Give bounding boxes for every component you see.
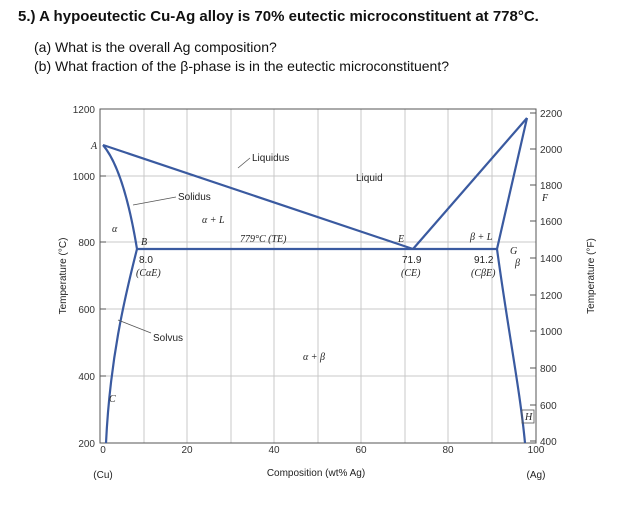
solidus-pointer [132,196,177,206]
solidus-label: Solidus [178,192,211,203]
right-tick-600: 600 [540,401,557,412]
solidus-alpha-line [102,144,139,250]
alpha-plus-beta-label: α + β [303,352,325,363]
bottom-tick-0: 0 [100,445,106,456]
c-beta-value: 91.2 [474,255,494,266]
right-tick-400: 400 [540,437,557,448]
bottom-tick-100: 100 [528,445,545,456]
liquidus-pointer [237,157,251,169]
left-tick-600: 600 [78,305,95,316]
left-tick-1000: 1000 [73,172,96,183]
left-axis [100,108,106,377]
solvus-alpha-line [104,248,139,444]
left-tick-800: 800 [78,238,95,249]
left-tick-1200: 1200 [73,105,96,116]
right-tick-2200: 2200 [540,109,563,120]
point-a-label: A [90,141,98,152]
liquidus-line-right [412,117,528,250]
point-e-label: E [397,234,404,245]
bottom-tick-60: 60 [355,445,367,456]
question-part-b: (b) What fraction of the β-phase is in t… [34,58,450,74]
point-h-label: H [524,412,533,423]
solvus-label: Solvus [153,333,183,344]
right-tick-800: 800 [540,364,557,375]
eutectic-temperature-label: 779°C (TE) [240,234,287,245]
point-c-label: C [109,394,116,405]
right-axis [530,112,536,442]
solidus-beta-line [495,117,529,250]
right-tick-2000: 2000 [540,145,563,156]
ag-end-label: (Ag) [527,470,546,481]
solvus-pointer [117,319,152,334]
question-part-a: (a) What is the overall Ag composition? [34,39,277,55]
right-tick-1200: 1200 [540,291,563,302]
liquidus-label: Liquidus [252,153,289,164]
y-axis-title-right: Temperature (°F) [586,238,597,314]
left-tick-400: 400 [78,372,95,383]
cu-end-label: (Cu) [93,470,112,481]
right-axis-unit-f: F [541,193,549,204]
bottom-tick-80: 80 [442,445,454,456]
alpha-plus-liquid-label: α + L [202,215,225,226]
bottom-tick-40: 40 [268,445,280,456]
point-b-label: B [141,237,147,248]
right-tick-1400: 1400 [540,254,563,265]
c-alpha-value: 8.0 [139,255,153,266]
question-title: 5.) A hypoeutectic Cu-Ag alloy is 70% eu… [18,8,539,25]
c-alpha-symbol: (CαE) [136,268,161,279]
grid [100,109,536,443]
plot-frame [99,108,537,444]
right-tick-1600: 1600 [540,217,563,228]
x-axis-title: Composition (wt% Ag) [267,468,365,479]
y-axis-title-left: Temperature (°C) [58,238,69,315]
phase-boundaries [102,117,529,444]
beta-region-label: β [514,258,520,269]
c-e-value: 71.9 [402,255,422,266]
point-g-label: G [510,246,517,257]
beta-plus-liquid-label: β + L [469,232,493,243]
point-h-box [521,409,535,424]
c-beta-symbol: (CβE) [471,268,496,279]
right-tick-1800: 1800 [540,181,563,192]
bottom-tick-20: 20 [181,445,193,456]
liquid-region-label: Liquid [356,173,383,184]
liquidus-line-left [102,143,414,251]
alpha-region-label: α [112,224,118,235]
right-tick-1000: 1000 [540,327,563,338]
solvus-beta-line [495,248,527,444]
c-e-symbol: (CE) [401,268,421,279]
left-tick-200: 200 [78,439,95,450]
